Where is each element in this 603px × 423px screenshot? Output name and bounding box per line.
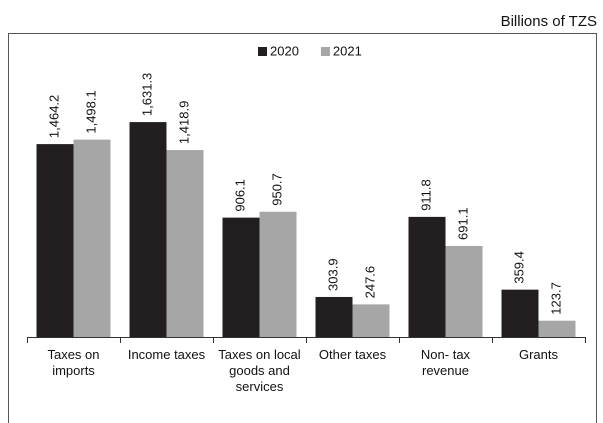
bar: [259, 211, 297, 337]
value-label: 303.9: [325, 258, 340, 291]
value-label: 123.7: [548, 282, 563, 315]
legend-swatch: [258, 47, 267, 56]
bar: [36, 144, 74, 337]
bar: [73, 139, 111, 337]
value-label: 691.1: [455, 207, 470, 240]
legend-label: 2020: [270, 43, 299, 58]
x-tick-label: Taxes on imports: [47, 347, 100, 378]
x-tick-label: Non- tax revenue: [420, 347, 471, 378]
bar: [538, 320, 576, 337]
x-tick-label: Grants: [518, 347, 558, 362]
value-label: 359.4: [511, 251, 526, 284]
x-tick-label: Other taxes: [318, 347, 387, 362]
bar: [315, 296, 353, 337]
value-label: 247.6: [362, 266, 377, 299]
value-label: 1,631.3: [139, 73, 154, 116]
value-label: 906.1: [232, 179, 247, 212]
value-label: 1,418.9: [176, 101, 191, 144]
legend-label: 2021: [333, 43, 362, 58]
value-label: 1,464.2: [46, 95, 61, 138]
x-tick-label: Taxes on local goods and services: [218, 347, 301, 394]
bar: [352, 304, 390, 337]
value-label: 950.7: [269, 173, 284, 206]
bar: [408, 216, 446, 337]
bar: [222, 217, 260, 337]
chart-frame: [8, 33, 597, 423]
bar: [129, 122, 167, 337]
bar: [166, 150, 204, 337]
bar: [445, 245, 483, 337]
value-label: 911.8: [418, 179, 433, 211]
chart-subtitle: Billions of TZS: [501, 13, 597, 30]
legend-swatch: [320, 47, 330, 56]
x-tick-label: Income taxes: [127, 347, 206, 362]
value-label: 1,498.1: [83, 90, 98, 133]
bar: [501, 289, 539, 337]
